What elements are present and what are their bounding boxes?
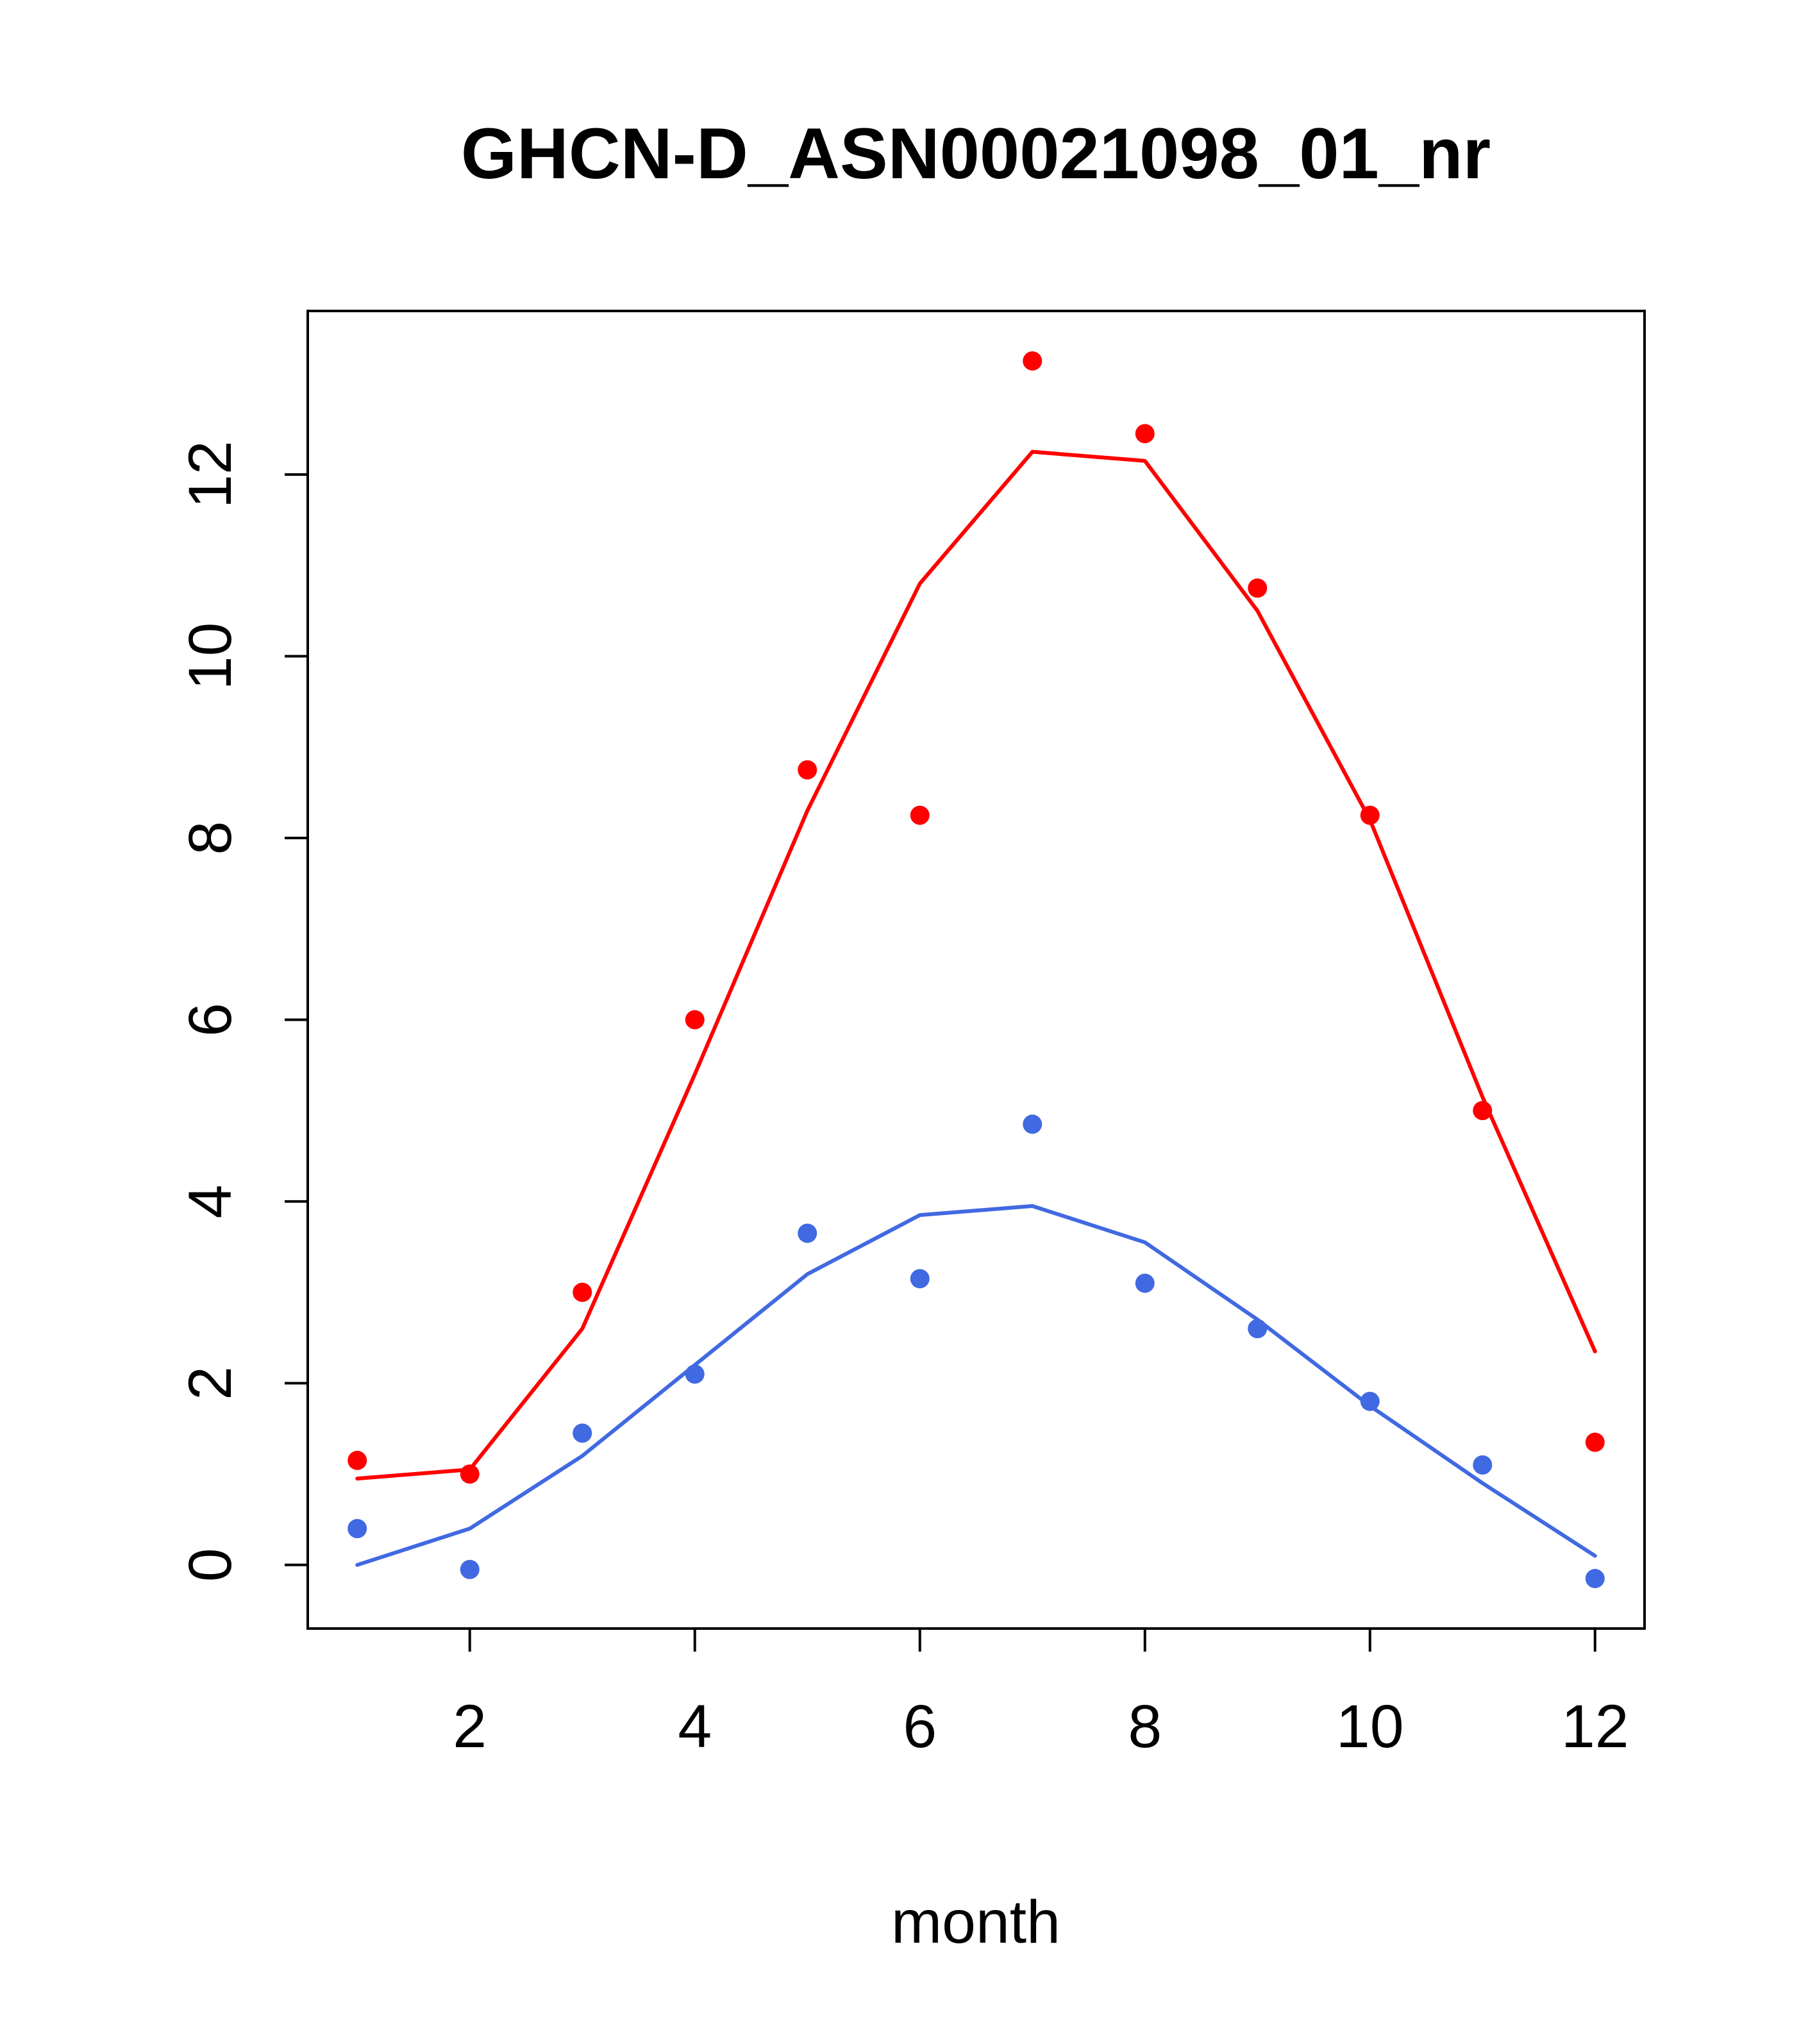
red-line <box>355 449 1597 1481</box>
red-points-point <box>1023 351 1042 371</box>
x-tick-label: 2 <box>453 1693 487 1761</box>
x-tick-label: 6 <box>903 1693 937 1761</box>
axes-layer: 2 4 6 8 10 12 0 2 4 6 8 10 12 <box>176 310 1646 1761</box>
y-tick-label: 2 <box>176 1366 244 1400</box>
red-points-point <box>460 1464 480 1484</box>
red-points-point <box>1473 1101 1493 1121</box>
red-points-point <box>798 760 817 780</box>
blue-points-point <box>347 1519 367 1539</box>
blue-points-point <box>1585 1569 1605 1589</box>
red-points-point <box>685 1010 705 1030</box>
x-tick-label: 12 <box>1561 1693 1629 1761</box>
red-points <box>347 351 1605 1484</box>
blue-points-point <box>573 1423 592 1443</box>
y-tick-label: 12 <box>176 440 244 508</box>
y-tick-label: 10 <box>176 623 244 691</box>
x-tick-label: 8 <box>1128 1693 1162 1761</box>
y-tick-label: 0 <box>176 1548 244 1582</box>
y-tick-label: 8 <box>176 821 244 855</box>
blue-points <box>347 1114 1605 1589</box>
blue-line <box>355 1203 1597 1567</box>
blue-points-point <box>798 1223 817 1243</box>
x-axis-label: month <box>891 1888 1060 1956</box>
blue-points-point <box>1023 1114 1042 1134</box>
red-points-point <box>1135 424 1155 444</box>
blue-points-point <box>1248 1319 1268 1339</box>
x-tick-label: 10 <box>1336 1693 1404 1761</box>
red-points-point <box>1360 805 1380 825</box>
blue-points-point <box>460 1559 480 1579</box>
red-points-point <box>347 1450 367 1470</box>
blue-points-point <box>1360 1391 1380 1411</box>
blue-points-point <box>685 1364 705 1384</box>
red-points-point <box>1248 578 1268 598</box>
blue-points-point <box>1135 1273 1155 1293</box>
y-tick-label: 4 <box>176 1184 244 1218</box>
chart-title: GHCN-D_ASN00021098_01_nr <box>461 113 1491 194</box>
y-tick-label: 6 <box>176 1003 244 1037</box>
plot-box <box>306 310 1646 1630</box>
red-points-point <box>910 805 930 825</box>
red-points-point <box>573 1282 592 1302</box>
blue-points-point <box>910 1269 930 1289</box>
blue-points-point <box>1473 1455 1493 1475</box>
red-points-point <box>1585 1432 1605 1452</box>
series-layer <box>347 351 1605 1589</box>
x-tick-label: 4 <box>678 1693 712 1761</box>
